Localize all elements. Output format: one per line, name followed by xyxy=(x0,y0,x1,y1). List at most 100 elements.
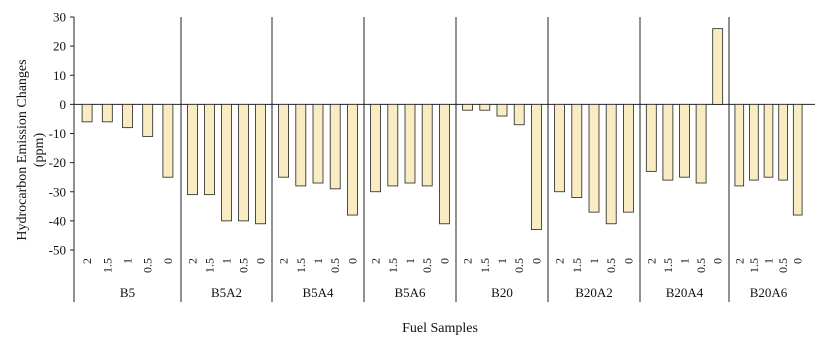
sub-category-label: 0.5 xyxy=(141,258,155,273)
sub-category-label: 0 xyxy=(621,258,635,264)
bar xyxy=(792,103,803,216)
group-b20a4: 2 1.5 1 0.5 0 B20A4 xyxy=(644,28,725,300)
group-b20: 2 1.5 1 0.5 0 B20 xyxy=(461,103,543,300)
sub-category-label: 1 xyxy=(587,258,601,264)
bar xyxy=(255,103,266,225)
bar xyxy=(763,103,774,178)
group-b20a2: 2 1.5 1 0.5 0 B20A2 xyxy=(553,103,635,300)
sub-category-label: 1 xyxy=(762,258,776,264)
sub-category-label: 0 xyxy=(529,258,543,264)
sub-category-label: 1 xyxy=(121,258,135,264)
sub-category-label: 0.5 xyxy=(776,258,790,273)
bar xyxy=(81,103,93,123)
sub-category-label: 1.5 xyxy=(294,258,308,273)
bar xyxy=(278,103,290,178)
sub-category-label: 1.5 xyxy=(386,258,400,273)
y-axis-label: Hydrocarbon Emission Changes xyxy=(15,59,30,240)
group-label: B5A6 xyxy=(394,285,426,300)
bar xyxy=(554,103,565,193)
sub-category-label: 1.5 xyxy=(747,258,761,273)
bar xyxy=(204,103,215,196)
sub-category-label: 0 xyxy=(345,258,359,264)
sub-category-label: 0.5 xyxy=(328,258,342,273)
bar xyxy=(438,103,450,225)
bar xyxy=(122,103,133,129)
sub-category-label: 0.5 xyxy=(604,258,618,273)
y-tick-label: 30 xyxy=(53,10,66,25)
x-axis-label: Fuel Samples xyxy=(402,321,478,336)
bar xyxy=(221,103,232,222)
bar xyxy=(101,103,113,123)
bar xyxy=(479,103,491,111)
bar xyxy=(142,103,154,137)
sub-category-label: 0 xyxy=(791,258,805,264)
sub-category-label: 1 xyxy=(495,258,509,264)
sub-category-label: 2 xyxy=(553,258,567,264)
bar xyxy=(370,103,382,193)
bar xyxy=(162,103,174,178)
y-tick-label: -10 xyxy=(49,126,66,141)
sub-category-label: 0.5 xyxy=(237,258,251,273)
bar xyxy=(329,103,341,190)
bar xyxy=(778,103,788,181)
group-label: B5A4 xyxy=(302,285,334,300)
sub-category-label: 2 xyxy=(277,258,291,264)
group-b20a6: 2 1.5 1 0.5 0 B20A6 xyxy=(732,103,805,300)
bar xyxy=(531,103,542,231)
sub-category-label: 1 xyxy=(403,258,417,264)
bar xyxy=(662,103,674,181)
sub-category-label: 1 xyxy=(220,258,234,264)
group-b5a2: 2 1.5 1 0.5 0 B5A2 xyxy=(186,103,268,300)
y-tick-label: 10 xyxy=(53,68,66,83)
group-label: B5A2 xyxy=(211,285,242,300)
sub-category-label: 0 xyxy=(161,258,175,264)
sub-category-label: 0.5 xyxy=(512,258,526,273)
group-b5a4: 2 1.5 1 0.5 0 B5A4 xyxy=(277,103,359,300)
sub-category-label: 1.5 xyxy=(570,258,584,273)
sub-category-label: 1.5 xyxy=(203,258,217,273)
y-tick-label: -50 xyxy=(49,243,66,258)
sub-category-label: 0 xyxy=(254,258,268,264)
bar xyxy=(695,103,707,184)
sub-category-label: 2 xyxy=(80,258,94,264)
sub-category-label: 0.5 xyxy=(420,258,434,273)
bar xyxy=(295,103,307,187)
y-tick-label: -30 xyxy=(49,184,66,199)
bar xyxy=(749,103,759,181)
sub-category-label: 2 xyxy=(186,258,200,264)
sub-category-label: 2 xyxy=(732,258,746,264)
group-label: B5 xyxy=(120,285,135,300)
bar xyxy=(187,103,198,196)
sub-category-label: 2 xyxy=(644,258,658,264)
bar xyxy=(421,103,433,187)
bar xyxy=(645,103,657,172)
bar xyxy=(496,103,508,117)
sub-category-label: 0.5 xyxy=(694,258,708,273)
sub-category-label: 0 xyxy=(711,258,725,264)
bar xyxy=(623,103,634,213)
sub-category-label: 0 xyxy=(437,258,451,264)
bar xyxy=(462,103,474,111)
bar xyxy=(734,103,745,187)
group-b5a6: 2 1.5 1 0.5 0 B5A6 xyxy=(369,103,451,300)
bar xyxy=(404,103,416,184)
bar xyxy=(513,103,525,126)
y-tick-label: 0 xyxy=(60,97,67,112)
bar xyxy=(588,103,600,213)
bar xyxy=(312,103,324,184)
bar xyxy=(346,103,358,216)
bar xyxy=(605,103,617,225)
sub-category-label: 2 xyxy=(369,258,383,264)
group-b5: 2 1.5 1 0.5 0 B5 xyxy=(80,103,175,300)
bar xyxy=(238,103,249,222)
bar xyxy=(571,103,583,198)
bar xyxy=(712,28,724,105)
bar xyxy=(387,103,399,187)
sub-category-label: 2 xyxy=(461,258,475,264)
bar xyxy=(679,103,690,178)
y-tick-label: -20 xyxy=(49,155,66,170)
group-label: B20A4 xyxy=(666,285,704,300)
sub-category-label: 1 xyxy=(678,258,692,264)
